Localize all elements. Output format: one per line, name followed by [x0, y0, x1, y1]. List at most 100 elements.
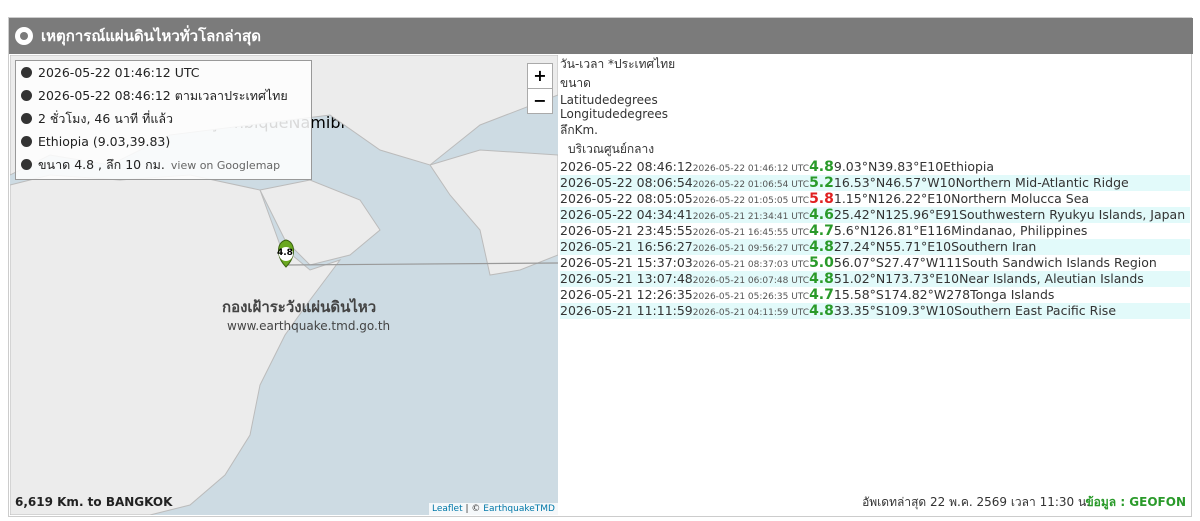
longitude: 39.83°E [877, 159, 928, 174]
region: Northern Molucca Sea [951, 191, 1090, 206]
utc-time: 2026-05-22 01:06:54 UTC [692, 180, 810, 190]
depth: 10 [935, 239, 952, 254]
depth: 116 [927, 223, 952, 238]
distance: 6,619 Km. to BANGKOK [15, 495, 173, 509]
local-time: 2026-05-21 12:26:35 [560, 287, 693, 302]
depth: 91 [943, 207, 960, 222]
tmd-link[interactable]: EarthquakeTMD [483, 504, 555, 514]
magnitude: 4.8 [809, 159, 834, 175]
longitude: 126.22°E [877, 191, 936, 206]
table-row[interactable]: 2026-05-21 16:56:272026-05-21 09:56:27 U… [560, 239, 1190, 255]
table-row[interactable]: 2026-05-21 15:37:032026-05-21 08:37:03 U… [560, 255, 1190, 271]
magnitude: 4.7 [809, 223, 834, 239]
leaflet-link[interactable]: Leaflet [431, 504, 463, 514]
copyright: | © [465, 504, 481, 514]
depth: 10 [927, 159, 944, 174]
info-line: Ethiopia (9.03,39.83) [16, 130, 311, 153]
table-row[interactable]: 2026-05-22 08:05:052026-05-22 01:05:05 U… [560, 191, 1190, 207]
latitude: 16.53°N [833, 175, 886, 190]
utc-time: 2026-05-21 06:07:48 UTC [692, 276, 810, 286]
magnitude: 5.0 [809, 255, 834, 271]
magnitude: 4.8 [809, 303, 834, 319]
latitude: 1.15°N [833, 191, 878, 206]
local-time: 2026-05-21 23:45:55 [560, 223, 693, 238]
utc-time: 2026-05-21 04:11:59 UTC [692, 308, 810, 318]
column-header: บริเวณศูนย์กลาง [560, 140, 867, 159]
zoom-in[interactable]: + [527, 63, 553, 89]
column-header: Longitudedegrees [560, 107, 668, 121]
longitude: 46.57°W [885, 175, 940, 190]
longitude: 55.71°E [885, 239, 936, 254]
latitude: 5.6°N [833, 223, 870, 238]
utc-time: 2026-05-21 08:37:03 UTC [692, 260, 810, 270]
utc-time: 2026-05-22 01:05:05 UTC [692, 196, 810, 206]
region: Southwestern Ryukyu Islands, Japan [959, 207, 1186, 222]
region: Southern Iran [951, 239, 1037, 254]
utc-time: 2026-05-21 05:26:35 UTC [692, 292, 810, 302]
magnitude: 4.8 [809, 271, 834, 287]
utc-time: 2026-05-21 21:34:41 UTC [692, 212, 810, 222]
header: เหตุการณ์แผ่นดินไหวทั่วโลกล่าสุด [9, 18, 1193, 54]
update-time: อัพเดทล่าสุด 22 พ.ค. 2569 เวลา 11:30 น. [862, 495, 1090, 509]
region: Northern Mid-Atlantic Ridge [955, 175, 1129, 190]
region: Near Islands, Aleutian Islands [959, 271, 1144, 286]
magnitude: 5.2 [809, 175, 834, 191]
depth: 111 [938, 255, 963, 270]
depth: 10 [943, 271, 960, 286]
watermark-url: www.earthquake.tmd.go.th [227, 319, 391, 333]
magnitude: 5.8 [809, 191, 834, 207]
info-line: 2 ชั่วโมง, 46 นาที ที่แล้ว [16, 107, 311, 130]
magnitude: 4.7 [809, 287, 834, 303]
data-source: ข้อมูล : GEOFON [1085, 495, 1186, 509]
header-text: ลึก [560, 123, 575, 137]
utc-time: 2026-05-21 09:56:27 UTC [692, 244, 810, 254]
widget: เหตุการณ์แผ่นดินไหวทั่วโลกล่าสุด [8, 17, 1193, 517]
latitude: 33.35°S [833, 303, 884, 318]
header-text: degrees [609, 93, 658, 107]
table-row[interactable]: 2026-05-21 11:11:592026-05-21 04:11:59 U… [560, 303, 1190, 319]
watermark-title: กองเฝ้าระวังแผ่นดินไหว [222, 298, 377, 316]
table-row[interactable]: 2026-05-22 08:06:542026-05-22 01:06:54 U… [560, 175, 1190, 191]
longitude: 173.73°E [885, 271, 944, 286]
header-text: Longitude [560, 107, 620, 121]
watermark: กองเฝ้าระวังแผ่นดินไหว www.earthquake.tmd… [182, 295, 390, 333]
googlemap-link[interactable]: view on Googlemap [170, 159, 281, 172]
latitude: 27.24°N [833, 239, 886, 254]
longitude: 109.3°W [883, 303, 939, 318]
header-text: Km. [574, 123, 598, 137]
latitude: 25.42°N [833, 207, 886, 222]
title: เหตุการณ์แผ่นดินไหวทั่วโลกล่าสุด [41, 27, 261, 45]
longitude: 126.81°E [869, 223, 928, 238]
quake-table: วัน-เวลา *ประเทศไทย ขนาด Latitudedegrees Lo… [560, 55, 1190, 515]
header-text: Latitude [560, 93, 610, 107]
local-time: 2026-05-21 16:56:27 [560, 239, 693, 254]
utc-time: 2026-05-22 01:46:12 UTC [692, 164, 810, 174]
marker-label[interactable]: 4.8 [277, 248, 293, 258]
map[interactable]: 4.8 2026-05-22 01:46:12 UTC 2026-05-22 08… [10, 55, 558, 515]
column-header: วัน-เวลา *ประเทศไทย [560, 55, 690, 74]
magnitude: 4.8 [809, 239, 834, 255]
longitude: 125.96°E [885, 207, 944, 222]
depth: 278 [946, 287, 971, 302]
local-time: 2026-05-22 08:05:05 [560, 191, 693, 206]
table-row[interactable]: 2026-05-22 08:46:122026-05-22 01:46:12 U… [560, 159, 1190, 175]
local-time: 2026-05-22 08:06:54 [560, 175, 693, 190]
zoom-out[interactable]: − [527, 88, 553, 114]
longitude: 174.82°W [883, 287, 947, 302]
info-box: 2026-05-22 01:46:12 UTC 2026-05-22 08:46:… [15, 60, 312, 180]
latitude: 56.07°S [833, 255, 884, 270]
local-time: 2026-05-21 13:07:48 [560, 271, 693, 286]
table-row[interactable]: 2026-05-22 04:34:412026-05-21 21:34:41 U… [560, 207, 1190, 223]
region: Ethiopia [943, 159, 995, 174]
longitude: 27.47°W [883, 255, 939, 270]
latitude: 9.03°N [833, 159, 878, 174]
table-row[interactable]: 2026-05-21 13:07:482026-05-21 06:07:48 U… [560, 271, 1190, 287]
region: Mindanao, Philippines [951, 223, 1088, 238]
header-text: degrees [619, 107, 668, 121]
local-time: 2026-05-21 15:37:03 [560, 255, 693, 270]
column-header: ขนาด [560, 74, 593, 93]
table-row[interactable]: 2026-05-21 12:26:352026-05-21 05:26:35 U… [560, 287, 1190, 303]
table-row[interactable]: 2026-05-21 23:45:552026-05-21 16:45:55 U… [560, 223, 1190, 239]
column-header: Latitudedegrees [560, 93, 658, 107]
header-text: บริเวณศูนย์กลาง [568, 142, 655, 156]
